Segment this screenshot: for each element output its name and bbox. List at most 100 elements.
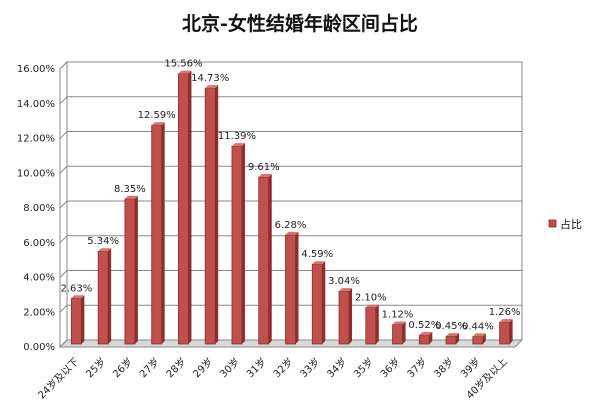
bar-top bbox=[472, 333, 486, 337]
data-label: 8.35% bbox=[114, 184, 146, 195]
y-tick-label: 8.00% bbox=[23, 203, 55, 214]
bar-side bbox=[402, 321, 406, 344]
y-tick-label: 2.00% bbox=[23, 307, 55, 318]
data-label: 6.28% bbox=[275, 220, 307, 231]
bar bbox=[97, 250, 109, 345]
bar-top bbox=[499, 319, 513, 323]
bar-side bbox=[215, 85, 219, 344]
bar-top bbox=[98, 248, 112, 252]
bar bbox=[231, 145, 243, 345]
gridline-side bbox=[59, 165, 68, 174]
data-label: 4.59% bbox=[301, 249, 333, 260]
gridline-side bbox=[59, 96, 68, 105]
bar bbox=[499, 321, 511, 345]
bar-top bbox=[419, 331, 433, 335]
bar-side bbox=[108, 248, 112, 344]
bar-top bbox=[339, 288, 353, 292]
data-label: 0.44% bbox=[462, 321, 494, 332]
bar bbox=[285, 234, 296, 345]
bar-top bbox=[285, 231, 299, 235]
bar-top bbox=[392, 321, 406, 325]
bar-side bbox=[268, 174, 272, 344]
x-tick-label: 39岁 bbox=[458, 355, 483, 380]
x-tick-label: 27岁 bbox=[137, 355, 162, 380]
gridline-side bbox=[59, 304, 68, 313]
data-label: 12.59% bbox=[138, 110, 176, 121]
bar bbox=[151, 124, 163, 345]
bar-side bbox=[509, 319, 513, 344]
bar-top bbox=[151, 122, 165, 126]
chart-title: 北京-女性结婚年龄区间占比 bbox=[182, 13, 418, 35]
bar bbox=[204, 87, 216, 345]
data-label: 3.04% bbox=[328, 276, 360, 287]
bar bbox=[258, 176, 270, 345]
bar bbox=[445, 335, 457, 345]
x-tick-label: 25岁 bbox=[83, 355, 108, 380]
data-label: 1.12% bbox=[382, 310, 414, 321]
bar-side bbox=[349, 288, 353, 344]
bar bbox=[178, 73, 189, 345]
data-label: 11.39% bbox=[218, 131, 256, 142]
data-label: 15.56% bbox=[164, 59, 202, 70]
bar bbox=[365, 307, 377, 345]
bar-side bbox=[429, 331, 433, 344]
bar-top bbox=[312, 261, 326, 265]
bar-side bbox=[161, 122, 165, 344]
data-label: 14.73% bbox=[191, 73, 229, 84]
y-tick-label: 0.00% bbox=[23, 342, 55, 353]
bar-side bbox=[241, 143, 245, 344]
bar bbox=[392, 324, 403, 345]
bar-side bbox=[295, 231, 299, 344]
data-label: 2.63% bbox=[60, 283, 92, 294]
bar-top bbox=[258, 174, 272, 178]
bar bbox=[338, 290, 350, 345]
y-tick-label: 6.00% bbox=[23, 238, 55, 249]
bar-side bbox=[375, 304, 379, 344]
gridline-side bbox=[59, 61, 68, 70]
bar-top bbox=[205, 85, 219, 89]
y-tick-label: 10.00% bbox=[17, 168, 55, 179]
data-label: 1.26% bbox=[489, 307, 521, 318]
x-tick-label: 32岁 bbox=[270, 355, 295, 380]
bar bbox=[472, 335, 484, 345]
bar-top bbox=[231, 143, 245, 147]
gridline-side bbox=[59, 200, 68, 209]
bar-side bbox=[134, 195, 138, 344]
y-tick-label: 4.00% bbox=[23, 273, 55, 284]
bar-top bbox=[178, 70, 192, 74]
bar bbox=[418, 334, 430, 345]
gridline-side bbox=[59, 270, 68, 278]
data-label: 2.10% bbox=[355, 293, 387, 304]
data-label: 5.34% bbox=[87, 236, 119, 247]
gridline-side bbox=[59, 131, 68, 139]
bar-top bbox=[124, 195, 138, 199]
bar-side bbox=[188, 70, 192, 345]
bar bbox=[124, 198, 136, 345]
x-tick-label: 29岁 bbox=[190, 355, 215, 380]
legend-label: 占比 bbox=[560, 217, 582, 231]
bar-top bbox=[446, 333, 460, 337]
x-tick-label: 26岁 bbox=[110, 355, 135, 380]
x-tick-label: 35岁 bbox=[351, 355, 376, 380]
bar bbox=[311, 263, 323, 345]
bar bbox=[70, 297, 82, 345]
bar-side bbox=[456, 333, 460, 344]
y-tick-label: 16.00% bbox=[17, 64, 55, 75]
gridline-side bbox=[59, 235, 68, 244]
gridline-side bbox=[59, 339, 68, 348]
x-tick-label: 34岁 bbox=[324, 355, 349, 380]
bar-top bbox=[71, 295, 85, 299]
y-tick-label: 12.00% bbox=[17, 134, 55, 145]
bar-side bbox=[81, 295, 85, 344]
x-tick-label: 36岁 bbox=[377, 355, 402, 380]
x-tick-label: 38岁 bbox=[431, 355, 456, 380]
x-tick-label: 33岁 bbox=[297, 355, 322, 380]
data-label: 9.61% bbox=[248, 162, 280, 173]
data-label: 0.52% bbox=[408, 320, 440, 331]
bar-side bbox=[482, 333, 486, 344]
legend-swatch bbox=[548, 219, 557, 228]
x-tick-label: 24岁及以下 bbox=[35, 355, 81, 401]
x-tick-label: 31岁 bbox=[244, 355, 269, 380]
